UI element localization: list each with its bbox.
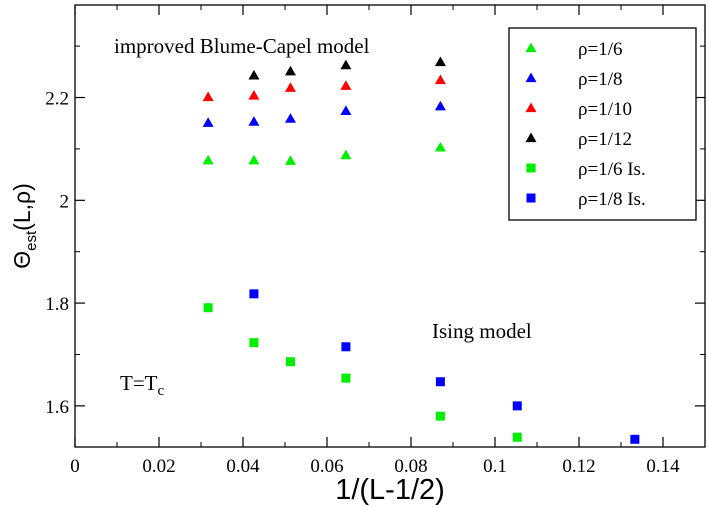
data-point-series-1	[248, 154, 260, 165]
x-tick-label: 0	[70, 456, 80, 477]
data-point-series-6	[249, 289, 259, 299]
legend-label-2: ρ=1/8	[578, 69, 622, 90]
data-point-series-2	[202, 117, 214, 127]
data-point-series-5	[341, 373, 351, 383]
legend-label-6: ρ=1/8 Is.	[578, 189, 646, 210]
data-point-series-5	[512, 432, 522, 442]
data-point-series-2	[340, 105, 352, 115]
data-point-series-5	[203, 303, 213, 313]
legend-marker-3	[525, 102, 537, 113]
data-point-series-5	[249, 338, 259, 348]
x-tick-label: 0.06	[310, 456, 343, 477]
data-point-series-6	[512, 401, 522, 411]
axis-ticks: 0 0.02 0.04 0.06 0.08 0.1 0.12 0.14 1.6 1.8 2 2.2	[45, 5, 705, 477]
legend: ρ=1/6 ρ=1/8 ρ=1/10 ρ=1/12 ρ=1/6 Is. ρ=1/8 Is.	[508, 27, 697, 221]
legend-box	[508, 27, 697, 221]
y-tick-label: 1.6	[45, 397, 69, 418]
y-axis-title-sub: est	[23, 230, 40, 251]
y-tick-label: 1.8	[45, 294, 69, 315]
data-point-series-4	[340, 59, 352, 70]
legend-marker-5	[526, 163, 536, 173]
plot-frame	[74, 4, 706, 448]
data-point-series-4	[248, 69, 260, 80]
annotation-temperature-sub: c	[158, 383, 165, 399]
legend-marker-2	[525, 72, 537, 83]
y-axis-title-main: Θ	[9, 251, 35, 269]
x-tick-label: 0.04	[226, 456, 260, 477]
x-tick-label: 0.1	[483, 456, 507, 477]
y-tick-label: 2	[60, 191, 70, 212]
data-point-series-3	[434, 74, 446, 85]
legend-marker-6	[526, 193, 536, 203]
data-point-series-1	[434, 141, 446, 152]
data-point-series-3	[202, 91, 214, 102]
data-point-series-2	[248, 116, 260, 126]
y-axis-title-rest: (L,ρ)	[9, 183, 35, 231]
annotation-temperature: T=Tc	[120, 371, 165, 399]
annotation-blume-capel: improved Blume-Capel model	[114, 34, 370, 58]
legend-label-4: ρ=1/12	[578, 129, 632, 150]
axes-frame-group	[74, 4, 706, 448]
legend-label-1: ρ=1/6	[578, 39, 622, 60]
data-point-series-1	[284, 155, 296, 165]
legend-items: ρ=1/6 ρ=1/8 ρ=1/10 ρ=1/12 ρ=1/6 Is. ρ=1/8 Is.	[525, 39, 646, 210]
data-point-series-1	[340, 149, 352, 160]
data-point-series-6	[630, 434, 640, 444]
x-axis-title: 1/(L-1/2)	[335, 474, 445, 506]
data-point-series-2	[434, 100, 446, 111]
data-point-series-5	[435, 411, 445, 421]
data-point-series-4	[434, 56, 446, 67]
data-point-series-3	[340, 80, 352, 90]
annotation-temperature-main: T=T	[120, 371, 158, 395]
annotation-ising: Ising model	[432, 319, 532, 343]
x-tick-label: 0.02	[142, 456, 175, 477]
data-point-series-5	[285, 357, 295, 367]
data-point-series-4	[284, 65, 296, 76]
data-point-series-3	[248, 89, 260, 100]
data-point-series-6	[341, 342, 351, 352]
data-point-series-2	[284, 113, 296, 123]
data-point-series-6	[435, 377, 445, 387]
data-point-series-3	[284, 82, 296, 92]
legend-label-3: ρ=1/10	[578, 99, 632, 120]
data-point-series-1	[202, 154, 214, 165]
x-tick-label: 0.08	[394, 456, 427, 477]
legend-marker-1	[525, 42, 537, 53]
y-axis-title: Θest(L,ρ)	[9, 183, 40, 269]
y-tick-label: 2.2	[45, 89, 69, 110]
legend-marker-4	[525, 132, 537, 143]
legend-label-5: ρ=1/6 Is.	[578, 159, 646, 180]
x-tick-label: 0.14	[646, 456, 680, 477]
x-tick-label: 0.12	[562, 456, 595, 477]
